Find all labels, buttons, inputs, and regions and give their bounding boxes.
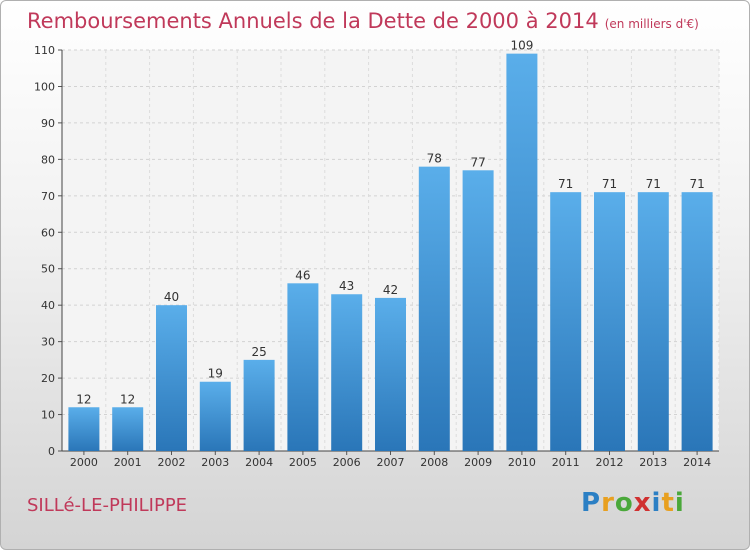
- bar: [199, 381, 231, 451]
- bar-value-label: 12: [120, 392, 135, 406]
- town-name: SILLé-LE-PHILIPPE: [27, 495, 188, 516]
- y-tick-label: 90: [41, 117, 55, 130]
- x-tick-label: 2008: [420, 456, 448, 469]
- y-tick-label: 60: [41, 226, 55, 239]
- bar-value-label: 109: [510, 39, 533, 53]
- bar-value-label: 19: [208, 367, 223, 381]
- bar: [637, 192, 669, 451]
- bar-value-label: 71: [689, 177, 704, 191]
- logo-letter: x: [633, 488, 652, 518]
- x-tick-label: 2006: [333, 456, 361, 469]
- bar-value-label: 42: [383, 283, 398, 297]
- y-tick-label: 40: [41, 299, 55, 312]
- x-tick-label: 2005: [289, 456, 317, 469]
- bar: [681, 192, 713, 451]
- x-tick-label: 2003: [201, 456, 229, 469]
- bar-value-label: 40: [164, 290, 179, 304]
- chart-title-text: Remboursements Annuels de la Dette de 20…: [27, 9, 599, 33]
- labels: 0 10 20 30 40 50 60 70 80 90 100 110 12 2000 12 2001 40 2…: [34, 39, 711, 469]
- x-tick-label: 2014: [683, 456, 711, 469]
- logo-letter: r: [601, 488, 615, 518]
- x-tick-label: 2004: [245, 456, 273, 469]
- bar: [331, 294, 363, 451]
- x-tick-label: 2013: [639, 456, 667, 469]
- x-tick-label: 2011: [552, 456, 580, 469]
- bar-value-label: 43: [339, 279, 354, 293]
- y-tick-label: 0: [48, 445, 55, 458]
- x-tick-label: 2012: [596, 456, 624, 469]
- bar-value-label: 77: [470, 155, 485, 169]
- bar-value-label: 71: [602, 177, 617, 191]
- x-tick-label: 2000: [70, 456, 98, 469]
- bar: [375, 297, 406, 451]
- bar: [550, 192, 582, 451]
- y-tick-label: 30: [41, 336, 55, 349]
- bar: [287, 283, 319, 451]
- bar-value-label: 78: [427, 152, 442, 166]
- bar: [68, 407, 100, 451]
- x-tick-label: 2001: [114, 456, 142, 469]
- bar: [594, 192, 625, 451]
- bar: [243, 359, 275, 451]
- x-tick-label: 2007: [377, 456, 405, 469]
- chart-subtitle: (en milliers d'€): [604, 17, 699, 31]
- bar-value-label: 71: [646, 177, 661, 191]
- logo-letter: o: [614, 488, 634, 518]
- bar: [418, 166, 450, 451]
- bar: [112, 407, 144, 451]
- y-tick-label: 70: [41, 190, 55, 203]
- logo-letter: i: [674, 488, 685, 518]
- bar-value-label: 46: [295, 268, 310, 282]
- x-tick-label: 2009: [464, 456, 492, 469]
- logo-letter: P: [581, 488, 602, 518]
- y-tick-label: 50: [41, 263, 55, 276]
- proxiti-logo[interactable]: Proxiti: [581, 488, 685, 518]
- x-tick-label: 2002: [158, 456, 186, 469]
- logo-letter: i: [651, 488, 662, 518]
- chart-title: Remboursements Annuels de la Dette de 20…: [27, 9, 699, 33]
- logo-letter: t: [661, 488, 675, 518]
- bar-value-label: 12: [76, 392, 91, 406]
- bars: [68, 53, 713, 452]
- bar: [156, 305, 187, 451]
- bar-value-label: 25: [251, 345, 266, 359]
- y-tick-label: 20: [41, 372, 55, 385]
- bar-value-label: 71: [558, 177, 573, 191]
- x-tick-label: 2010: [508, 456, 536, 469]
- bar: [506, 53, 538, 452]
- y-tick-label: 110: [34, 44, 55, 57]
- y-tick-label: 80: [41, 153, 55, 166]
- y-tick-label: 100: [34, 80, 55, 93]
- y-tick-label: 10: [41, 409, 55, 422]
- bar: [462, 170, 494, 452]
